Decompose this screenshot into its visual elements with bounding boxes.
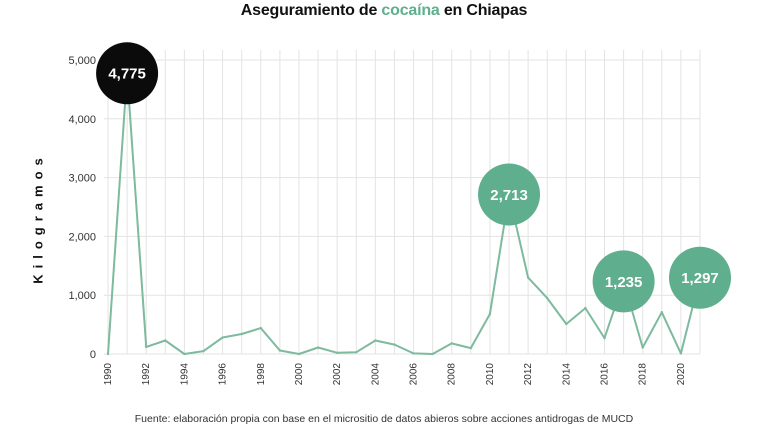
data-point [546, 296, 549, 300]
y-tick-label: 3,000 [68, 173, 96, 185]
data-point [393, 343, 396, 346]
data-point [221, 336, 224, 339]
title-suffix: en Chiapas [439, 2, 528, 19]
x-tick-label: 2020 [676, 363, 687, 386]
data-point [106, 352, 110, 356]
x-tick-label: 2018 [638, 363, 649, 386]
x-tick-label: 2004 [370, 363, 381, 386]
x-tick-label: 2006 [409, 363, 420, 386]
x-tick-label: 2008 [447, 363, 458, 386]
x-tick-label: 1998 [256, 363, 267, 386]
annotation-label: 1,235 [605, 274, 643, 291]
data-point [240, 332, 243, 336]
source-note: Fuente: elaboración propia con base en e… [134, 413, 634, 425]
series-line [107, 72, 701, 355]
data-point [164, 339, 167, 342]
data-point [412, 352, 415, 355]
chart-title: Aseguramiento de cocaína en Chiapas [0, 2, 768, 20]
data-point [183, 352, 186, 356]
x-tick-label: 1992 [141, 363, 152, 386]
annotation-bubble [478, 163, 541, 226]
data-point [374, 339, 377, 342]
annotation-label: 2,713 [490, 187, 528, 204]
data-point [202, 349, 205, 353]
data-point [355, 351, 358, 354]
y-tick-label: 0 [90, 349, 96, 361]
x-tick-label: 2002 [332, 363, 343, 386]
data-point [488, 312, 492, 316]
data-point [469, 346, 473, 350]
x-tick-label: 2012 [523, 363, 534, 386]
annotation-label: 4,775 [108, 66, 146, 83]
data-point [278, 349, 282, 352]
data-point [144, 345, 148, 349]
title-highlight: cocaína [381, 2, 440, 19]
data-point [584, 306, 587, 310]
data-point [679, 352, 683, 355]
data-point [565, 322, 568, 326]
data-point [603, 336, 606, 340]
annotation-bubble [669, 246, 731, 309]
data-point [316, 346, 320, 349]
x-tick-label: 1994 [179, 363, 190, 386]
data-point [526, 276, 530, 279]
data-point [450, 342, 453, 345]
data-point [641, 346, 644, 349]
y-tick-label: 1,000 [68, 290, 96, 302]
x-tick-label: 2016 [600, 363, 611, 386]
data-point [297, 352, 301, 356]
y-tick-label: 5,000 [68, 55, 96, 67]
data-point [431, 352, 434, 356]
y-tick-label: 2,000 [68, 231, 96, 243]
title-prefix: Aseguramiento de [240, 2, 382, 19]
y-tick-label: 4,000 [68, 114, 96, 126]
annotation-bubble [592, 250, 655, 313]
x-tick-label: 1996 [218, 363, 229, 386]
x-tick-label: 2014 [561, 363, 572, 386]
annotation-bubble [96, 42, 159, 105]
data-point [660, 311, 664, 314]
data-point [259, 326, 262, 330]
x-tick-label: 2000 [294, 363, 305, 386]
data-point [335, 351, 339, 355]
annotation-label: 1,297 [681, 270, 719, 287]
x-tick-label: 2010 [485, 363, 496, 386]
x-tick-label: 1990 [103, 363, 114, 386]
